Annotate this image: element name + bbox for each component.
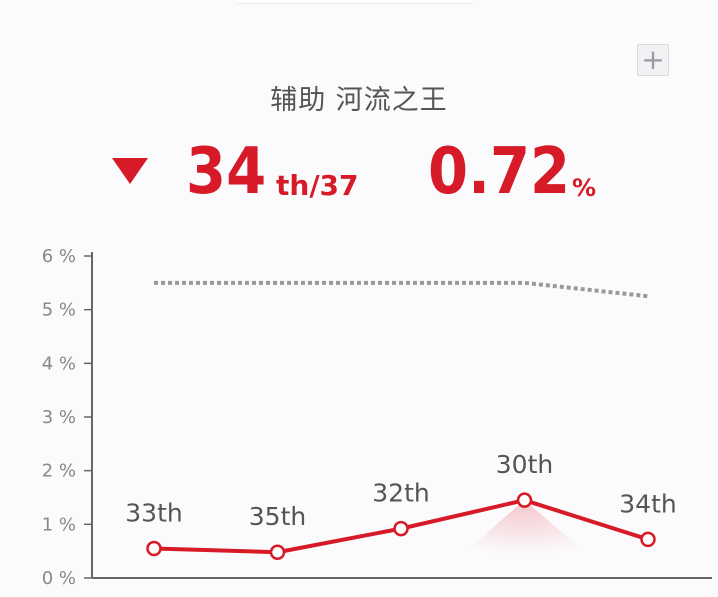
data-point	[516, 492, 533, 508]
y-tick-label: 1 %	[42, 514, 76, 535]
peak-glow	[434, 500, 615, 578]
data-label: 30th	[496, 450, 553, 479]
top-divider	[238, 0, 473, 4]
data-label: 32th	[372, 479, 429, 508]
data-label: 33th	[125, 498, 182, 527]
add-button[interactable]: +	[637, 44, 669, 76]
triangle-down-icon	[112, 158, 148, 184]
reference-line	[154, 280, 649, 299]
rank-suffix: th/37	[276, 169, 359, 202]
data-point	[269, 544, 286, 560]
data-point	[146, 540, 162, 557]
y-tick-label: 2 %	[42, 461, 76, 482]
y-tick-label: 0 %	[42, 568, 76, 589]
y-tick-label: 4 %	[42, 353, 76, 374]
y-axis-ticks: 0 % 1 % 2 % 3 % 4 % 5 % 6 %	[42, 246, 92, 589]
rate-unit: %	[572, 174, 597, 202]
data-label: 35th	[249, 502, 306, 531]
y-tick-label: 3 %	[42, 407, 76, 428]
reference-series	[154, 280, 649, 299]
data-label: 34th	[619, 489, 676, 518]
data-point	[640, 531, 656, 548]
rate-value: 0.72	[428, 135, 571, 209]
data-point	[393, 520, 409, 537]
rank-value: 34	[186, 135, 267, 209]
y-tick-label: 5 %	[42, 300, 76, 321]
y-tick-label: 6 %	[42, 246, 76, 267]
champion-title: 辅助 河流之王	[270, 85, 448, 116]
data-points	[146, 492, 656, 560]
peak-glow-area	[434, 500, 615, 578]
data-labels: 33th 35th 32th 30th 34th	[125, 450, 676, 531]
